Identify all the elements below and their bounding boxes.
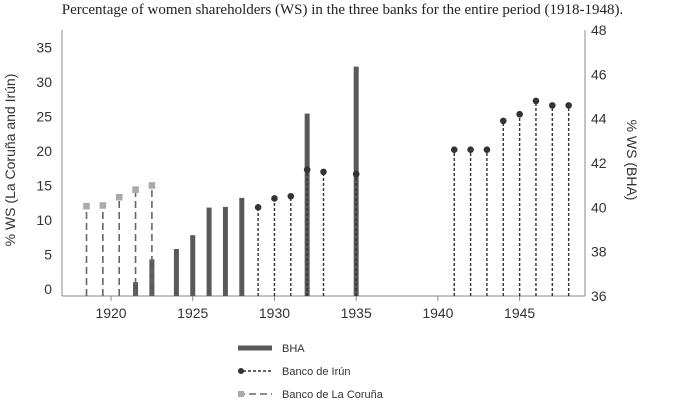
legend-label: Banco de La Coruña — [282, 389, 384, 401]
y-left-tick-label: 15 — [36, 177, 52, 193]
bha-bar — [173, 249, 179, 296]
lollipop-series — [83, 97, 572, 296]
y-axis-right-title: % WS (BHA) — [624, 120, 640, 201]
x-tick-label: 1925 — [177, 305, 208, 321]
coruna-point — [132, 186, 139, 193]
irun-point — [287, 192, 295, 200]
x-tick-label: 1945 — [504, 305, 535, 321]
bha-bar — [206, 207, 212, 296]
irun-point — [271, 195, 278, 202]
coruna-point — [99, 202, 107, 209]
bha-bar — [239, 197, 245, 296]
irun-point — [532, 97, 540, 105]
y-right-tick-label: 38 — [591, 244, 607, 260]
y-right-tick-label: 36 — [591, 288, 607, 304]
irun-point — [499, 117, 507, 125]
coruna-point — [115, 193, 123, 201]
legend-label: Banco de Irún — [282, 366, 351, 378]
bha-bar — [190, 235, 196, 296]
legend-swatch-irun-marker — [238, 368, 244, 374]
bha-bar — [149, 259, 155, 296]
irun-point — [565, 102, 572, 109]
x-tick-label: 1940 — [422, 305, 453, 321]
y-right-tick-label: 44 — [591, 111, 607, 127]
y-axis-left-title: % WS (La Coruña and Irún) — [2, 74, 18, 247]
irun-point — [467, 146, 474, 153]
bha-bar — [353, 66, 359, 296]
x-tick-label: 1935 — [341, 305, 372, 321]
x-tick-label: 1920 — [95, 305, 126, 321]
coruna-point — [148, 182, 156, 189]
irun-point — [549, 102, 556, 109]
y-left-tick-label: 5 — [44, 247, 52, 263]
irun-point — [516, 110, 523, 118]
y-right-tick-label: 46 — [591, 66, 607, 82]
y-right-tick-label: 42 — [591, 155, 607, 171]
x-tick-label: 1930 — [259, 305, 290, 321]
irun-point — [303, 166, 311, 173]
tick-labels: 1920 1925 1930 1935 1940 1945 0 5 10 15 20 25 30 35 36… — [36, 22, 606, 321]
coruna-point — [83, 202, 90, 210]
y-left-tick-label: 10 — [36, 212, 52, 228]
y-right-tick-label: 40 — [591, 199, 607, 215]
y-left-tick-label: 30 — [36, 74, 52, 90]
irun-point — [320, 168, 327, 176]
bha-bars — [133, 66, 359, 296]
irun-point — [483, 146, 491, 153]
y-left-tick-label: 35 — [36, 39, 52, 55]
irun-point — [254, 204, 262, 211]
legend: BHA Banco de Irún Banco de La Coruña — [238, 343, 384, 401]
chart-title: Percentage of women shareholders (WS) in… — [61, 2, 624, 18]
irun-point — [352, 170, 360, 178]
irun-point — [450, 146, 458, 153]
legend-swatch-coruna-marker — [238, 391, 244, 397]
legend-label: BHA — [282, 343, 305, 355]
y-left-tick-label: 0 — [44, 281, 52, 297]
bha-bar — [222, 206, 228, 296]
y-left-tick-label: 20 — [36, 143, 52, 159]
y-left-tick-label: 25 — [36, 108, 52, 124]
y-right-tick-label: 48 — [591, 22, 607, 38]
